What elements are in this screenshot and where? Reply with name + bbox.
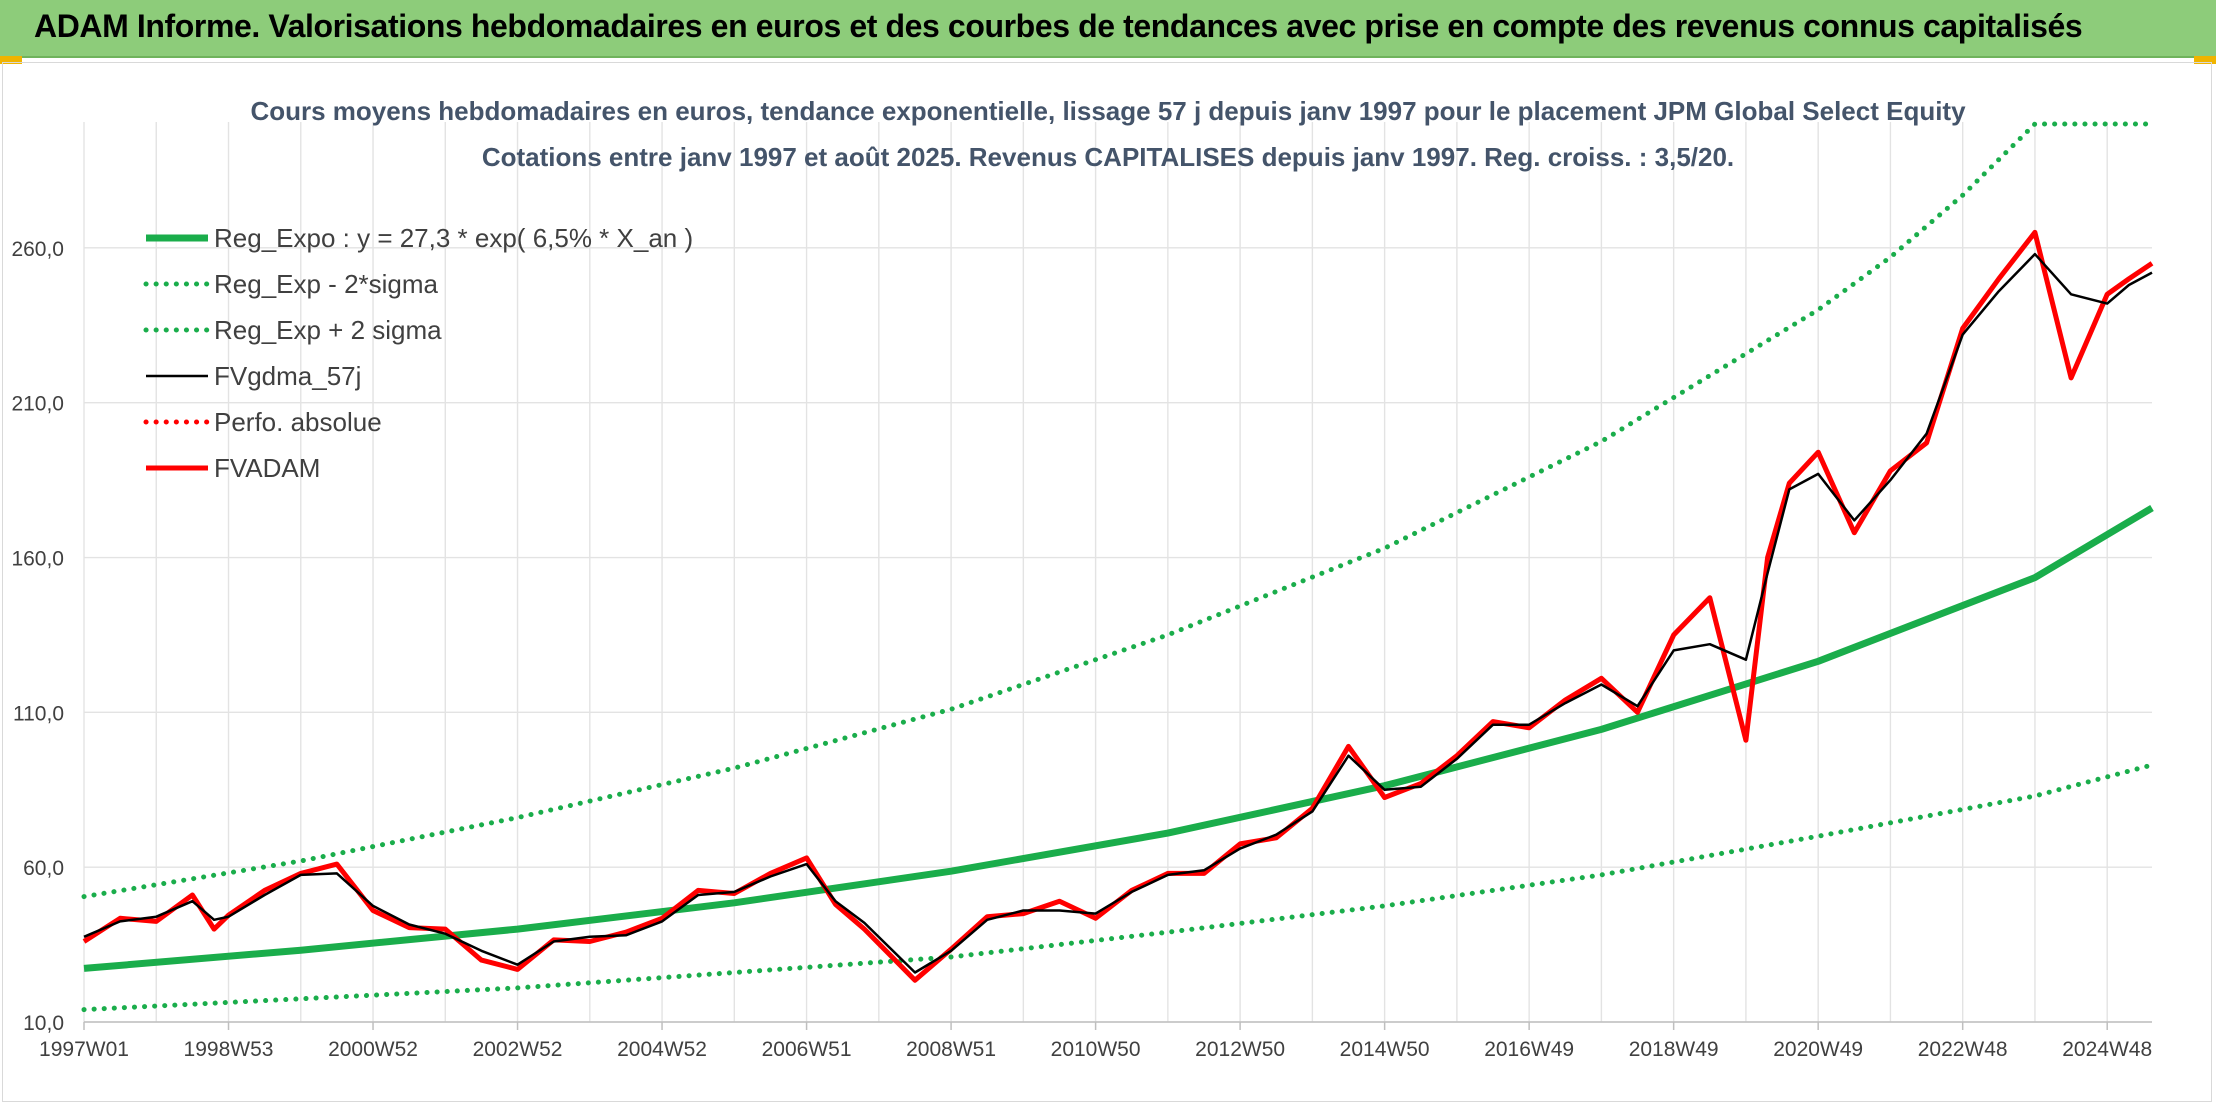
legend-label: Reg_Exp - 2*sigma [214,269,439,299]
axis-layer: 10,0 60,0 110,0 160,0 210,0 260,0 1997W01 1998W… [11,238,2152,1061]
chart-subtitle: Cotations entre janv 1997 et août 2025. … [482,142,1734,172]
x-tick-label: 2014W50 [1340,1038,1430,1061]
x-tick-label: 2002W52 [473,1038,563,1061]
x-tick-label: 2004W52 [617,1038,707,1061]
series-line [81,762,2155,1013]
x-tick-label: 2024W48 [2062,1038,2152,1061]
x-tick-label: 2006W51 [762,1038,852,1061]
y-tick-label: 110,0 [13,702,64,725]
chart-title: Cours moyens hebdomadaires en euros, ten… [250,96,1966,126]
series-line [83,504,2154,972]
legend-label: Reg_Expo : y = 27,3 * exp( 6,5% * X_an ) [214,223,693,253]
x-tick-label: 2016W49 [1484,1038,1574,1061]
legend-label: FVgdma_57j [214,361,361,391]
chart-frame [2,62,2212,1102]
x-tick-label: 1998W53 [184,1038,274,1061]
legend-label: Reg_Exp + 2 sigma [214,315,442,345]
y-tick-label: 10,0 [23,1012,64,1035]
y-tick-label: 160,0 [11,548,64,571]
legend: Reg_Expo : y = 27,3 * exp( 6,5% * X_an )… [143,223,693,483]
x-tick-label: 2012W50 [1195,1038,1285,1061]
corner-marker-left [0,56,22,64]
y-tick-label: 210,0 [11,393,64,416]
series-line [83,252,2153,974]
x-tick-label: 2010W50 [1051,1038,1141,1061]
legend-label: FVADAM [214,453,320,483]
x-tick-label: 2000W52 [328,1038,418,1061]
x-tick-label: 1997W01 [39,1038,129,1061]
grid-layer [83,122,2152,1023]
y-tick-label: 60,0 [23,857,64,880]
x-tick-label: 2022W48 [1918,1038,2008,1061]
legend-label: Perfo. absolue [214,407,382,437]
series-layer [81,121,2155,1013]
y-tick-label: 260,0 [11,238,64,261]
banner: ADAM Informe. Valorisations hebdomadaire… [0,0,2216,58]
banner-title: ADAM Informe. Valorisations hebdomadaire… [34,8,2083,44]
x-tick-label: 2008W51 [906,1038,996,1061]
series-line [81,121,2155,900]
x-tick-label: 2018W49 [1629,1038,1719,1061]
x-tick-label: 2020W49 [1773,1038,1863,1061]
corner-marker-right [2194,56,2216,64]
series-line [82,229,2154,983]
